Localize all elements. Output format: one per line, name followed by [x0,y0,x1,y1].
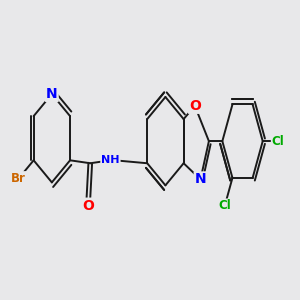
Text: Cl: Cl [218,200,231,212]
Text: O: O [82,199,94,213]
Text: N: N [46,87,58,101]
Text: Cl: Cl [272,135,284,148]
Text: O: O [189,99,201,113]
Text: NH: NH [101,155,120,165]
Text: Br: Br [11,172,26,185]
Text: N: N [195,172,206,186]
